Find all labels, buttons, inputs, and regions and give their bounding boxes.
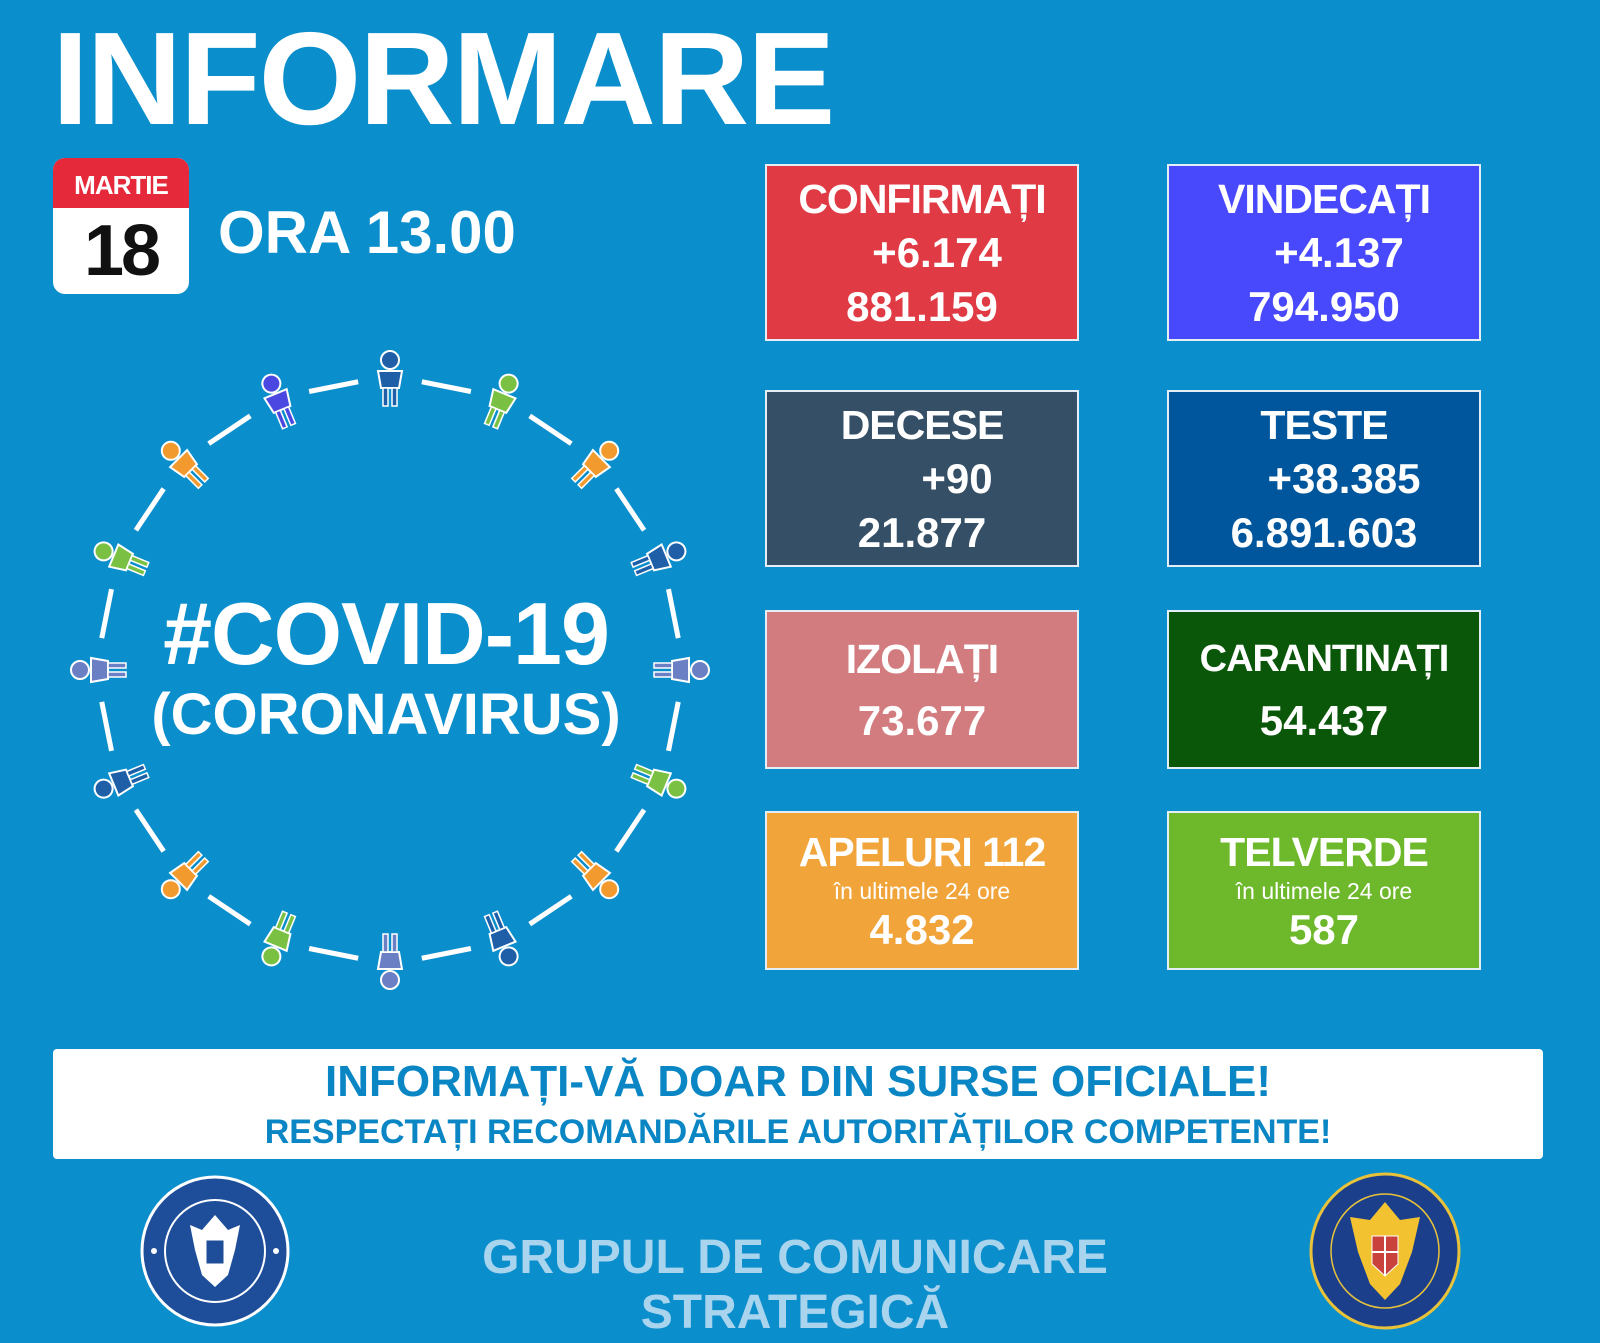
calendar-month: MARTIE <box>53 158 189 208</box>
calendar-icon: MARTIE 18 <box>53 158 189 294</box>
stat-label: TESTE <box>1260 401 1388 448</box>
person-icon <box>483 373 519 430</box>
double-arrow-icon <box>421 946 472 961</box>
page-title: INFORMARE <box>52 5 835 152</box>
stat-label: CONFIRMAȚI <box>798 175 1046 222</box>
double-arrow-icon <box>207 413 252 446</box>
stat-delta: +4.137 <box>1274 228 1404 276</box>
banner-line-1: INFORMAȚI-VĂ DOAR DIN SURSE OFICIALE! <box>325 1057 1271 1106</box>
stat-confirmati: CONFIRMAȚI +6.174 881.159 <box>765 164 1079 341</box>
double-arrow-icon <box>133 808 166 853</box>
double-arrow-icon <box>308 379 359 394</box>
double-arrow-icon <box>614 808 647 853</box>
person-icon <box>376 933 404 990</box>
double-arrow-icon <box>528 894 573 927</box>
double-arrow-icon <box>666 701 681 752</box>
double-arrow-icon <box>99 701 114 752</box>
people-ring-illustration <box>70 350 710 990</box>
stat-note: în ultimele 24 ore <box>1235 877 1413 904</box>
stat-total: 881.159 <box>846 282 998 330</box>
stat-total: 54.437 <box>1259 696 1389 744</box>
stat-label: TELVERDE <box>1220 828 1429 875</box>
stat-carantinati: CARANTINAȚI 54.437 <box>1167 610 1481 769</box>
double-arrow-icon <box>133 487 166 532</box>
dsu-emblem-logo <box>1309 1172 1461 1330</box>
stat-total: 794.950 <box>1248 282 1400 330</box>
stat-total: 4.832 <box>869 905 975 953</box>
double-arrow-icon <box>207 894 252 927</box>
person-icon <box>570 850 620 900</box>
person-icon <box>376 350 404 407</box>
stat-note: în ultimele 24 ore <box>833 877 1011 904</box>
stat-vindecati: VINDECAȚI +4.137 794.950 <box>1167 164 1481 341</box>
stat-label: CARANTINAȚI <box>1199 637 1450 680</box>
calendar-day: 18 <box>83 211 161 291</box>
stat-label: DECESE <box>840 401 1005 448</box>
person-icon <box>160 850 210 900</box>
official-sources-banner: INFORMAȚI-VĂ DOAR DIN SURSE OFICIALE! RE… <box>53 1049 1543 1159</box>
person-icon <box>93 541 150 577</box>
stat-total: 73.677 <box>857 696 987 744</box>
stat-apeluri-112: APELURI 112 în ultimele 24 ore 4.832 <box>765 811 1079 970</box>
stat-total: 21.877 <box>857 508 987 556</box>
banner-line-2: RESPECTAȚI RECOMANDĂRILE AUTORITĂȚILOR C… <box>264 1113 1332 1151</box>
stat-decese: DECESE +90 21.877 <box>765 390 1079 567</box>
stat-izolati: IZOLAȚI 73.677 <box>765 610 1079 769</box>
double-arrow-icon <box>614 487 647 532</box>
stat-telverde: TELVERDE în ultimele 24 ore 587 <box>1167 811 1481 970</box>
double-arrow-icon <box>528 413 573 446</box>
stat-total: 6.891.603 <box>1230 508 1418 556</box>
double-arrow-icon <box>308 946 359 961</box>
person-icon <box>160 440 210 490</box>
stat-delta: +6.174 <box>872 228 1002 276</box>
person-icon <box>570 440 620 490</box>
double-arrow-icon <box>99 588 114 639</box>
stat-delta: +38.385 <box>1267 454 1421 502</box>
double-arrow-icon <box>666 588 681 639</box>
stat-label: IZOLAȚI <box>845 635 999 682</box>
person-icon <box>70 656 127 684</box>
person-icon <box>261 373 297 430</box>
person-icon <box>93 763 150 799</box>
footer-organization: GRUPUL DE COMUNICARE STRATEGICĂ <box>482 1231 1108 1339</box>
report-time: ORA 13.00 <box>218 199 516 266</box>
person-icon <box>630 763 687 799</box>
covid-subtitle: (CORONAVIRUS) <box>151 682 621 747</box>
person-icon <box>630 541 687 577</box>
covid-heading: #COVID-19 (CORONAVIRUS) <box>86 588 686 750</box>
stat-teste: TESTE +38.385 6.891.603 <box>1167 390 1481 567</box>
person-icon <box>653 656 710 684</box>
double-arrow-icon <box>421 379 472 394</box>
stat-total: 587 <box>1288 905 1360 953</box>
stat-label: VINDECAȚI <box>1218 175 1431 222</box>
person-icon <box>261 910 297 967</box>
stat-label: APELURI 112 <box>798 828 1047 875</box>
stat-delta: +90 <box>921 454 993 502</box>
government-of-romania-logo <box>140 1175 290 1327</box>
person-icon <box>483 910 519 967</box>
covid-hashtag: #COVID-19 <box>163 584 610 683</box>
